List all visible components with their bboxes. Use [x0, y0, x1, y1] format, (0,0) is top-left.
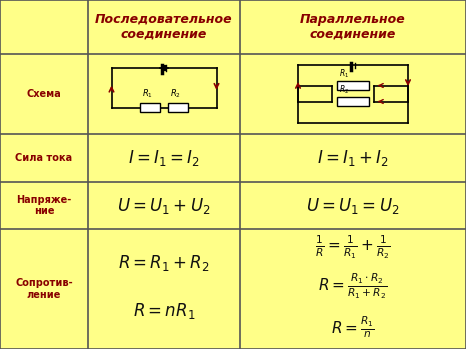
- Text: $R = nR_1$: $R = nR_1$: [133, 300, 195, 321]
- Text: $R_2$: $R_2$: [339, 83, 349, 96]
- Text: Параллельное
соединение: Параллельное соединение: [300, 13, 406, 41]
- Text: $R_2$: $R_2$: [170, 88, 180, 100]
- Text: Сопротив-
ление: Сопротив- ление: [15, 278, 73, 300]
- Text: $U = U_1 + U_2$: $U = U_1 + U_2$: [117, 195, 211, 215]
- Text: $\frac{1}{R} = \frac{1}{R_1} + \frac{1}{R_2}$: $\frac{1}{R} = \frac{1}{R_1} + \frac{1}{…: [315, 233, 391, 261]
- Text: $I = I_1 = I_2$: $I = I_1 = I_2$: [128, 148, 200, 168]
- Bar: [140, 103, 160, 112]
- Text: $U = U_1 = U_2$: $U = U_1 = U_2$: [306, 195, 400, 215]
- Text: $R = \frac{R_1}{n}$: $R = \frac{R_1}{n}$: [331, 315, 375, 340]
- Bar: [168, 103, 188, 112]
- Bar: [337, 81, 369, 90]
- Bar: [337, 97, 369, 106]
- Text: Сила тока: Сила тока: [15, 153, 73, 163]
- Text: $I = I_1 + I_2$: $I = I_1 + I_2$: [317, 148, 389, 168]
- Text: Схема: Схема: [27, 89, 62, 99]
- Text: Напряже-
ние: Напряже- ние: [16, 195, 72, 216]
- Text: $R_1$: $R_1$: [339, 67, 349, 80]
- Text: $R_1$: $R_1$: [142, 88, 152, 100]
- Text: $R = R_1 + R_2$: $R = R_1 + R_2$: [118, 253, 210, 273]
- Text: Последовательное
соединение: Последовательное соединение: [95, 13, 233, 41]
- Text: $R = \frac{R_1 \cdot R_2}{R_1 + R_2}$: $R = \frac{R_1 \cdot R_2}{R_1 + R_2}$: [318, 272, 388, 301]
